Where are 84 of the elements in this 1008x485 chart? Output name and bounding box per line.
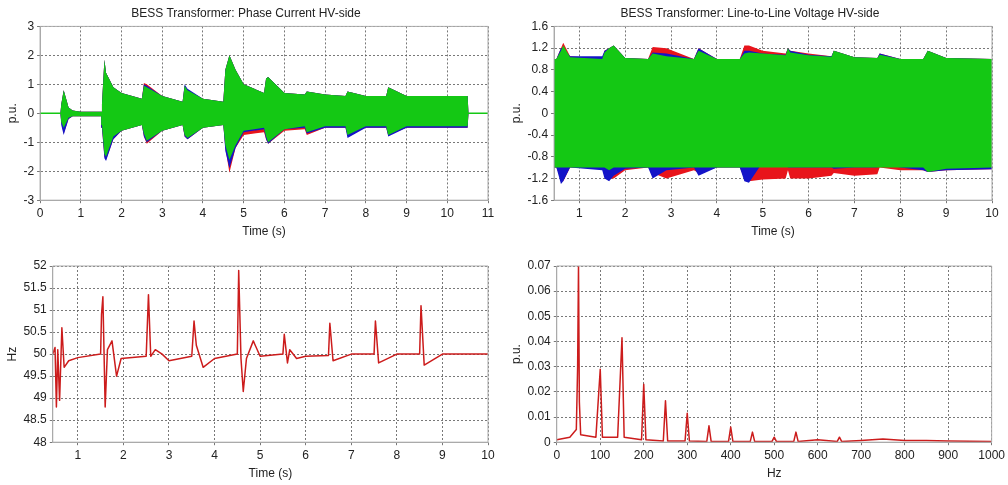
x-tick-label: 7 xyxy=(851,205,859,220)
x-tick-label: 7 xyxy=(321,205,329,220)
x-tick-label: 1000 xyxy=(978,447,1006,462)
x-axis-title: Hz xyxy=(766,466,782,481)
x-tick-label: 6 xyxy=(805,205,813,220)
y-tick-label: -1.2 xyxy=(527,170,549,185)
y-axis-title: p.u. xyxy=(508,344,523,365)
x-tick-label: 900 xyxy=(938,447,959,462)
y-tick-label: -3 xyxy=(23,192,35,207)
x-tick-label: 4 xyxy=(211,447,219,462)
x-tick-label: 100 xyxy=(590,447,611,462)
y-tick-label: 0.06 xyxy=(527,283,552,298)
x-tick-label: 3 xyxy=(165,447,173,462)
x-tick-label: 5 xyxy=(256,447,264,462)
x-tick-label: 5 xyxy=(759,205,767,220)
y-tick-label: -2 xyxy=(23,163,35,178)
x-tick-label: 800 xyxy=(894,447,916,462)
y-axis-title: Hz xyxy=(4,346,19,362)
y-tick-label: 0.03 xyxy=(527,359,552,373)
y-tick-label: 0 xyxy=(541,105,549,120)
y-tick-label: -1.6 xyxy=(527,192,549,207)
y-tick-label: 0.07 xyxy=(527,258,552,273)
x-tick-label: 1 xyxy=(575,205,583,220)
y-tick-label: 48 xyxy=(33,434,48,449)
y-tick-label: 48.5 xyxy=(23,412,48,427)
x-tick-label: 8 xyxy=(393,447,401,462)
x-tick-label: 500 xyxy=(764,447,785,462)
x-tick-label: 4 xyxy=(713,205,721,220)
y-tick-label: -0.8 xyxy=(527,149,549,164)
x-tick-label: 200 xyxy=(633,447,655,462)
x-tick-label: 9 xyxy=(439,447,447,462)
y-tick-label: 0.4 xyxy=(531,83,549,98)
x-tick-label: 600 xyxy=(807,447,829,462)
y-tick-label: 51 xyxy=(33,302,48,317)
y-tick-label: 0.05 xyxy=(527,308,552,323)
y-tick-label: 50.5 xyxy=(23,324,48,339)
x-axis-title: Time (s) xyxy=(248,466,293,481)
y-axis-title: p.u. xyxy=(4,103,19,124)
y-tick-label: 0 xyxy=(27,105,35,120)
x-tick-label: 1 xyxy=(74,447,82,462)
y-tick-label: 1.2 xyxy=(531,40,549,55)
y-tick-label: 0.04 xyxy=(527,333,552,348)
x-tick-label: 700 xyxy=(851,447,872,462)
x-tick-label: 8 xyxy=(896,205,904,220)
y-tick-label: 50 xyxy=(33,346,48,361)
x-tick-label: 10 xyxy=(440,205,455,220)
y-tick-label: 1.6 xyxy=(531,18,549,33)
x-tick-label: 10 xyxy=(481,447,495,462)
x-tick-label: 2 xyxy=(621,205,629,220)
x-tick-label: 2 xyxy=(120,447,128,462)
y-tick-label: 2 xyxy=(27,47,35,62)
y-tick-label: 0.01 xyxy=(527,409,552,424)
y-axis-title: p.u. xyxy=(508,103,523,124)
x-tick-label: 9 xyxy=(942,205,950,220)
x-tick-label: 9 xyxy=(403,205,411,220)
x-tick-label: 400 xyxy=(720,447,742,462)
x-tick-label: 1 xyxy=(77,205,85,220)
y-tick-label: 51.5 xyxy=(23,280,48,295)
x-axis-title: Time (s) xyxy=(242,224,286,239)
x-tick-label: 4 xyxy=(199,205,207,220)
y-tick-label: -0.4 xyxy=(527,127,549,142)
y-tick-label: 1 xyxy=(27,76,35,91)
y-tick-label: 0.02 xyxy=(527,384,552,399)
x-tick-label: 2 xyxy=(118,205,126,220)
x-tick-label: 3 xyxy=(158,205,166,220)
chart-title: BESS Transformer: Line-to-Line Voltage HV-side xyxy=(620,5,880,20)
y-tick-label: -1 xyxy=(23,134,35,149)
y-tick-label: 0 xyxy=(544,434,552,449)
x-tick-label: 5 xyxy=(240,205,248,220)
x-tick-label: 7 xyxy=(347,447,355,462)
x-tick-label: 11 xyxy=(481,205,495,220)
chart-title: BESS Transformer: Phase Current HV-side xyxy=(131,5,362,20)
y-tick-label: 0.8 xyxy=(531,62,549,77)
y-tick-label: 52 xyxy=(33,258,48,273)
y-tick-label: 49 xyxy=(33,390,48,405)
x-tick-label: 3 xyxy=(667,205,675,220)
x-tick-label: 8 xyxy=(362,205,370,220)
x-tick-label: 6 xyxy=(281,205,289,220)
x-tick-label: 6 xyxy=(302,447,310,462)
x-tick-label: 10 xyxy=(985,205,999,220)
x-axis-title: Time (s) xyxy=(751,224,795,239)
x-tick-label: 300 xyxy=(677,447,698,462)
y-tick-label: 49.5 xyxy=(23,368,48,383)
y-tick-label: 3 xyxy=(27,18,35,33)
